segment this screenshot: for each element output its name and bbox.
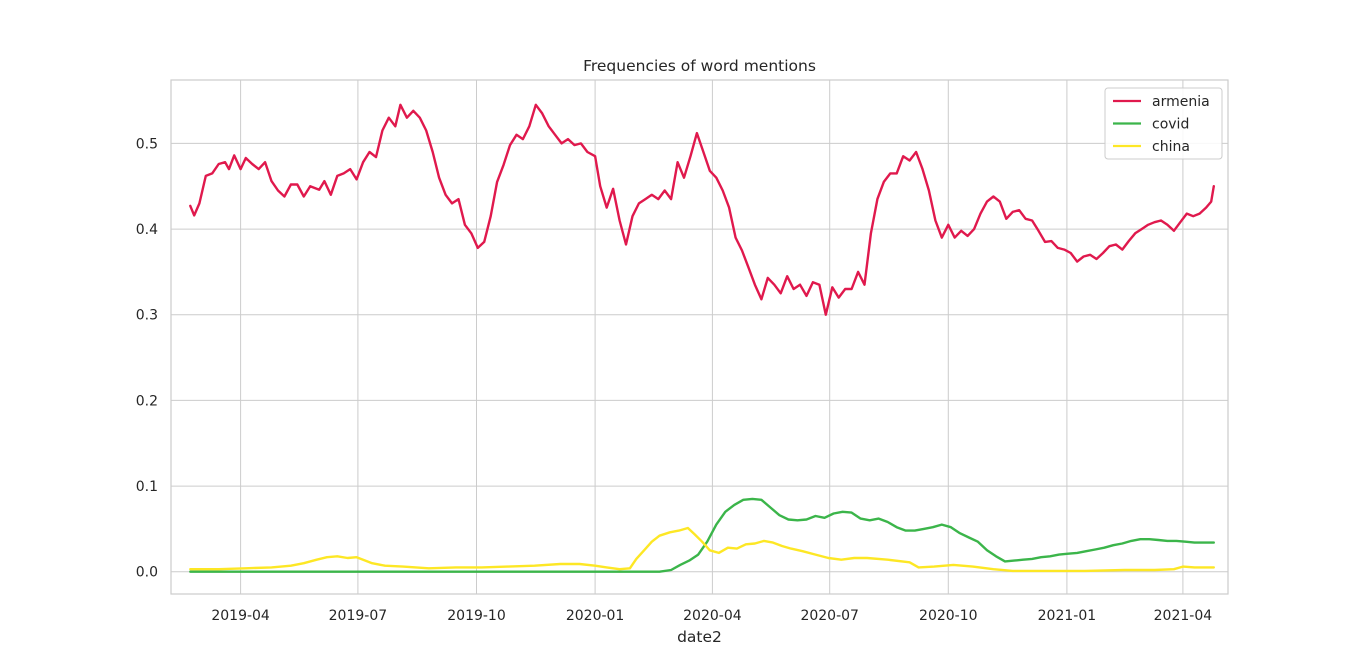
series-line-china xyxy=(189,526,1216,573)
series-lines xyxy=(189,103,1216,573)
y-tick-label: 0.3 xyxy=(136,308,158,324)
x-tick-label: 2020-10 xyxy=(919,608,978,624)
x-tick-label: 2020-01 xyxy=(566,608,625,624)
tick-labels: 2019-04 2019-07 2019-10 2020-01 2020-04 2020-… xyxy=(136,136,1213,624)
y-tick-label: 0.0 xyxy=(136,565,158,581)
x-tick-label: 2019-07 xyxy=(329,608,388,624)
plot-frame xyxy=(170,79,1229,595)
chart-title: Frequencies of word mentions xyxy=(583,57,816,75)
x-tick-label: 2020-04 xyxy=(683,608,742,624)
legend-label-china: china xyxy=(1152,139,1190,155)
x-axis-label: date2 xyxy=(677,628,722,646)
y-tick-label: 0.2 xyxy=(136,393,158,409)
x-tick-label: 2019-04 xyxy=(211,608,270,624)
y-tick-label: 0.1 xyxy=(136,479,158,495)
legend-label-armenia: armenia xyxy=(1152,94,1210,110)
y-tick-label: 0.4 xyxy=(136,222,158,238)
x-tick-label: 2019-10 xyxy=(447,608,506,624)
x-tick-label: 2021-01 xyxy=(1038,608,1097,624)
series-line-armenia xyxy=(189,103,1216,316)
legend-box xyxy=(1104,87,1223,160)
legend: armenia covid china xyxy=(1104,87,1223,160)
x-tick-label: 2020-07 xyxy=(800,608,859,624)
legend-label-covid: covid xyxy=(1152,117,1189,133)
series-line-covid xyxy=(189,497,1216,573)
x-tick-label: 2021-04 xyxy=(1154,608,1213,624)
y-tick-label: 0.5 xyxy=(136,136,158,152)
